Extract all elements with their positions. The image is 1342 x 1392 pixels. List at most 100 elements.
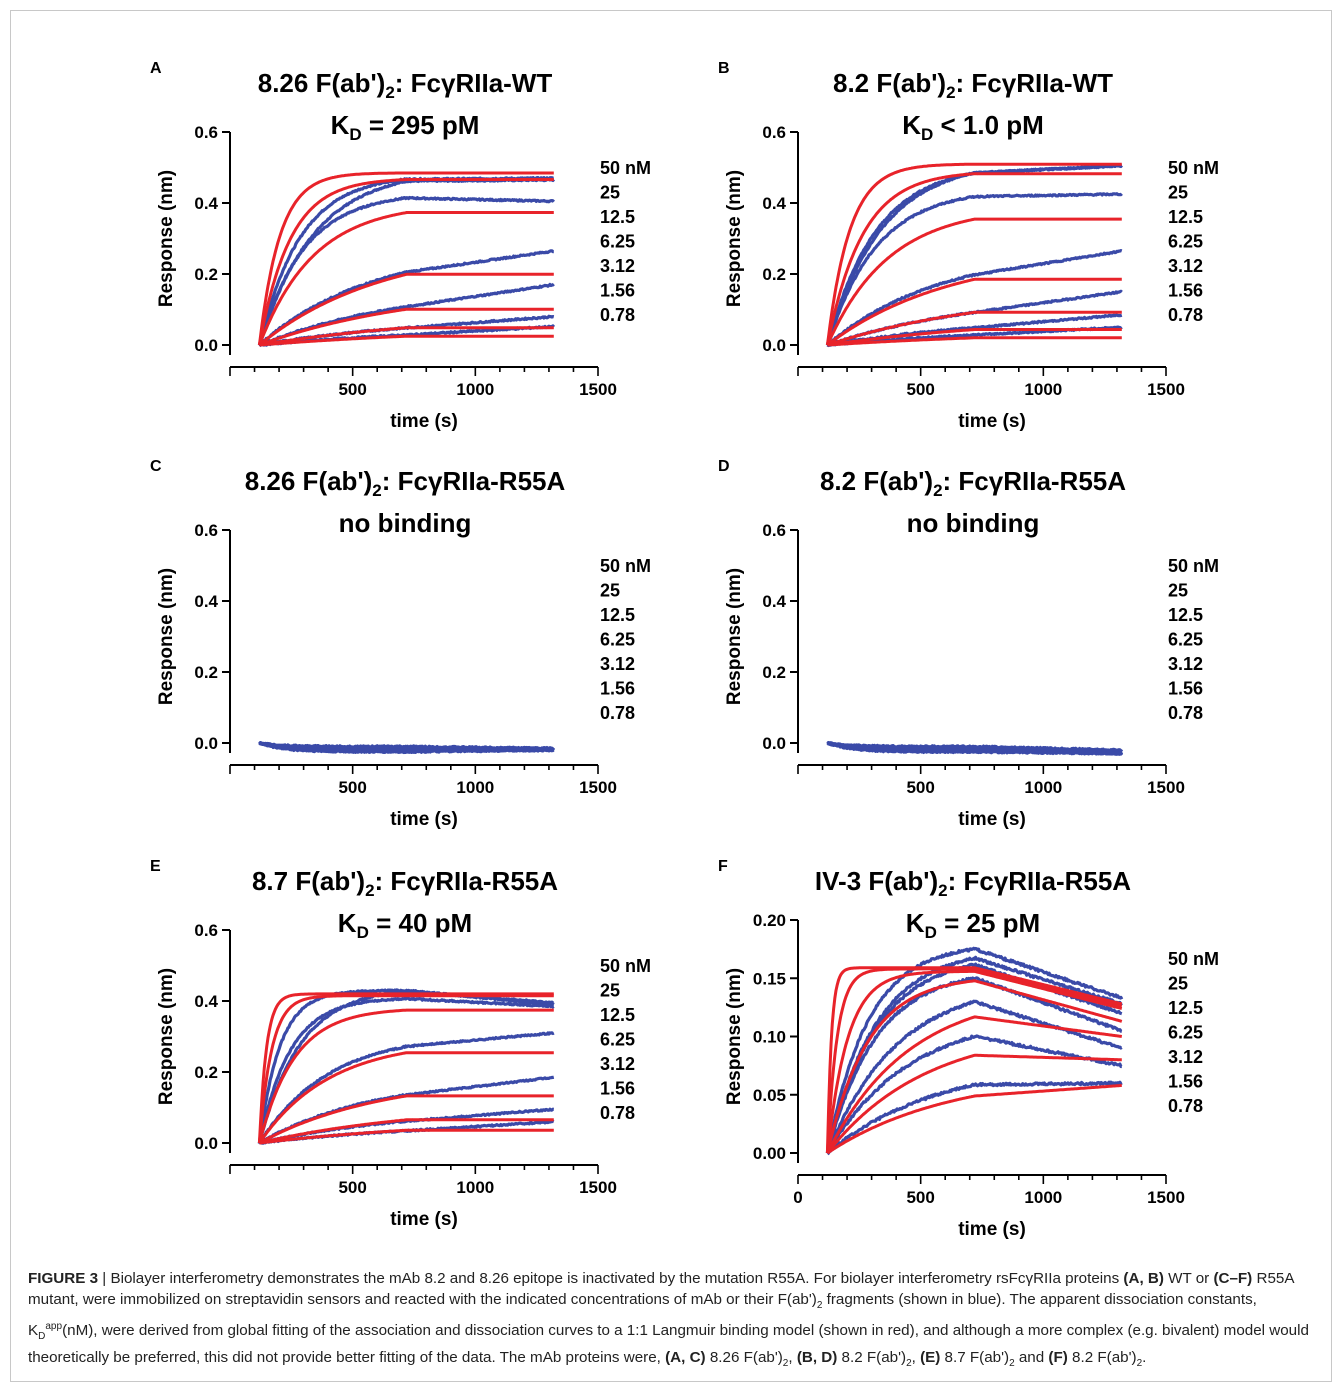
x-tick-label: 500 [906, 380, 934, 399]
caption-text: fragments (shown in blue). The apparent … [28, 1291, 1257, 1340]
chart-subtitle: KD = 25 pM [753, 908, 1193, 943]
caption-text: (nM), were derived from global fitting o… [28, 1322, 1309, 1367]
concentration-label: 25 [1168, 183, 1188, 203]
concentration-label: 0.78 [1168, 305, 1203, 325]
concentration-label: 0.78 [600, 1103, 635, 1123]
concentration-label: 6.25 [600, 1030, 635, 1050]
caption-ref: (C–F) [1213, 1270, 1253, 1287]
caption-text: , [911, 1349, 921, 1367]
concentration-label: 3.12 [1168, 654, 1203, 674]
subtitle-text: K [337, 908, 357, 938]
concentration-label: 0.78 [600, 703, 635, 723]
concentration-label: 1.56 [1168, 1072, 1203, 1092]
caption-text: 8.26 F(ab') [705, 1349, 783, 1367]
x-axis-label: time (s) [958, 809, 1026, 830]
subtitle-subscript: D [920, 125, 934, 144]
y-tick-label: 0.00 [753, 1144, 786, 1163]
data-curve [826, 1034, 1123, 1155]
concentration-label: 0.78 [600, 305, 635, 325]
fit-curve [825, 172, 1123, 346]
fit-curve [257, 994, 555, 1144]
data-curve [825, 946, 1124, 1153]
subtitle-text: = 40 pM [368, 908, 473, 938]
title-text: : FcγRIIa-WT [394, 68, 553, 98]
chart-plot: 0.0 0.2 0.4 0.6 500 1000 1500 time (s) Response … [156, 123, 651, 432]
title-subscript: 2 [938, 881, 948, 900]
fit-curve [259, 326, 555, 347]
x-tick-label: 1500 [579, 778, 617, 797]
title-text: : FcγRIIa-R55A [374, 866, 559, 896]
caption-text: 8.2 F(ab') [837, 1349, 907, 1367]
y-tick-label: 0.20 [753, 911, 786, 930]
chart-title: 8.2 F(ab')2: FcγRIIa-WT [753, 68, 1193, 103]
y-axis-label: Response (nm) [724, 170, 745, 307]
concentration-label: 1.56 [600, 1079, 635, 1099]
chart-subtitle: KD < 1.0 pM [753, 110, 1193, 145]
title-subscript: 2 [385, 83, 395, 102]
y-tick-label: 0.6 [194, 123, 218, 142]
y-tick-label: 0.10 [753, 1028, 786, 1047]
fit-curve [258, 211, 555, 346]
fit-curve [827, 328, 1123, 347]
concentration-label: 3.12 [1168, 1047, 1203, 1067]
chart-panel-f: F IV-3 F(ab')2: FcγRIIa-R55A KD = 25 pM 0.0… [718, 858, 1278, 1258]
title-text: 8.2 F(ab') [832, 68, 947, 98]
fit-curve [826, 1083, 1123, 1155]
concentration-label: 12.5 [1168, 605, 1203, 625]
chart-subtitle: KD = 40 pM [185, 908, 625, 943]
x-tick-label: 1500 [1147, 778, 1185, 797]
x-tick-label: 1000 [456, 778, 494, 797]
x-tick-label: 500 [338, 1178, 366, 1197]
caption-sub: 2 [1136, 1358, 1143, 1370]
fit-curve [826, 1053, 1123, 1154]
x-tick-label: 1000 [456, 1178, 494, 1197]
x-tick-label: 500 [906, 1188, 934, 1207]
concentration-label: 50 nM [1168, 556, 1219, 576]
subtitle-subscript: D [356, 923, 369, 942]
y-tick-label: 0.2 [194, 663, 218, 682]
fit-curve [825, 162, 1123, 346]
chart-plot: 0.00 0.05 0.10 0.15 0.20 0 500 1000 1500 time (s)… [724, 911, 1219, 1240]
data-curve [826, 1080, 1123, 1156]
y-tick-label: 0.0 [762, 336, 786, 355]
caption-sup: app [45, 1321, 63, 1333]
concentration-label: 1.56 [1168, 679, 1203, 699]
chart-panel-e: E 8.7 F(ab')2: FcγRIIa-R55A KD = 40 pM 0.0 0… [150, 858, 710, 1258]
concentration-label: 1.56 [600, 679, 635, 699]
title-text: 8.26 F(ab') [244, 466, 373, 496]
chart-panel-b: B 8.2 F(ab')2: FcγRIIa-WT KD < 1.0 pM 0.0 0.… [718, 60, 1278, 460]
data-curve [826, 249, 1123, 347]
chart-panel-a: A 8.26 F(ab')2: FcγRIIa-WT KD = 295 pM 0.0 0… [150, 60, 710, 460]
subtitle-subscript: D [924, 923, 937, 942]
concentration-label: 25 [600, 581, 620, 601]
title-subscript: 2 [372, 481, 382, 500]
concentration-label: 12.5 [600, 1005, 635, 1025]
subtitle-subscript: D [349, 125, 362, 144]
title-text: IV-3 F(ab') [814, 866, 939, 896]
data-curve [258, 741, 555, 753]
y-tick-label: 0.2 [762, 265, 786, 284]
data-curve [825, 955, 1123, 1154]
fit-curve [258, 307, 555, 347]
concentration-label: 25 [600, 183, 620, 203]
figure-frame [10, 10, 1332, 1382]
caption-ref: (B, D) [796, 1349, 838, 1367]
concentration-label: 3.12 [1168, 256, 1203, 276]
concentration-label: 3.12 [600, 256, 635, 276]
concentration-label: 6.25 [600, 630, 635, 650]
data-curve [258, 741, 555, 751]
panel-letter: A [150, 60, 162, 77]
data-curve [257, 1031, 555, 1145]
concentration-label: 12.5 [1168, 998, 1203, 1018]
caption-sub: 2 [906, 1358, 912, 1370]
subtitle-text: < 1.0 pM [933, 110, 1044, 140]
caption-text: R55A mutant, were immobilized on strepta… [28, 1270, 1294, 1308]
fit-curve [827, 336, 1123, 347]
y-tick-label: 0.6 [194, 921, 218, 940]
panel-letter: D [718, 458, 730, 475]
caption-text: Biolayer interferometry demonstrates the… [110, 1270, 1124, 1287]
x-tick-label: 1000 [456, 380, 494, 399]
concentration-label: 3.12 [600, 654, 635, 674]
panel-letter: E [150, 858, 161, 875]
title-text: 8.26 F(ab') [257, 68, 386, 98]
